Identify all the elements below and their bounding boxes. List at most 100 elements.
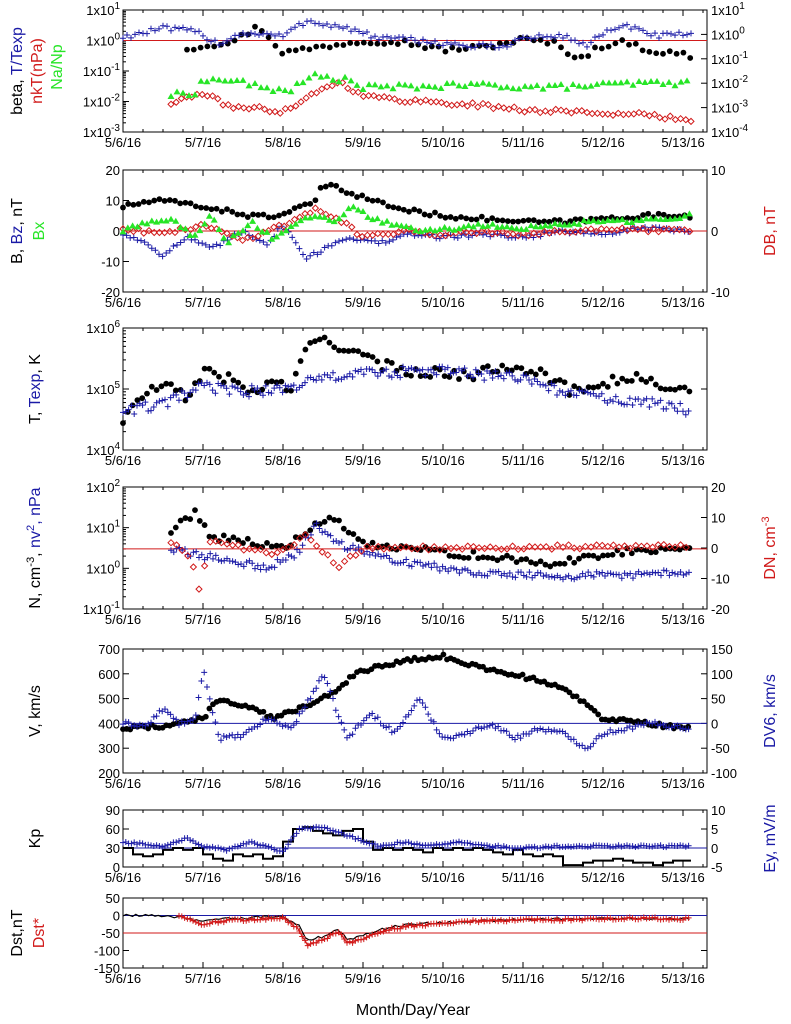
data-point [484,217,490,224]
y-axis-title-part-0: beta, [9,75,26,115]
data-point [386,723,392,730]
data-point [467,840,474,847]
data-point [462,228,470,237]
data-point [191,91,199,98]
data-point [508,224,516,231]
y-tick-label: 1x101 [86,519,120,536]
data-point [447,544,455,553]
data-point [164,841,171,848]
y2-tick-label: 1x10-3 [711,99,749,116]
data-point [235,561,242,568]
data-point [657,397,664,404]
data-point [248,838,255,845]
data-point [441,543,450,551]
data-point [433,371,440,378]
data-point [350,542,356,549]
data-point [629,915,636,922]
data-point [237,734,244,741]
data-point [657,215,665,222]
data-point [302,704,308,711]
data-point [385,203,392,210]
data-point [652,30,658,37]
data-point [168,381,174,388]
data-point [576,555,582,562]
y-axis-title: N, cm-3, nv2, nPa [25,487,44,608]
y2-tick-label: 10 [711,803,725,818]
x-tick-label: 5/9/16 [345,453,381,468]
data-point [270,214,277,221]
data-point [277,229,285,236]
y-tick-mantissa: 1x10 [86,3,114,18]
data-point [685,726,692,733]
data-point [264,30,270,37]
data-point [213,205,220,212]
data-point [331,344,338,351]
data-point [184,394,191,401]
data-point [318,548,326,556]
y-axis-title-part-2: , K [27,354,44,374]
data-point [539,85,547,92]
data-point [262,842,269,849]
y-tick-exponent: 1 [114,1,120,12]
data-point [217,242,224,249]
data-point [251,840,258,847]
data-point [189,563,198,571]
data-point [451,553,458,560]
data-point [450,735,457,742]
data-point [531,843,538,850]
data-point [542,543,550,551]
y-tick-label: 1x101 [86,1,120,18]
data-point [380,545,388,553]
data-point [655,569,662,576]
data-point [479,223,487,230]
data-point [559,543,567,551]
data-point [663,567,670,574]
data-point [291,554,298,561]
x-tick-label: 5/9/16 [345,135,381,150]
data-point [424,546,433,554]
data-point [532,35,538,42]
data-point [206,533,213,540]
data-point [682,411,689,418]
data-point [527,83,535,90]
data-point [296,927,303,934]
data-point [612,26,618,33]
data-point [150,843,157,850]
data-point [262,717,269,724]
data-point [347,77,355,84]
data-point [556,387,563,394]
y-tick-label: 1x10-2 [83,93,121,110]
data-point [645,210,652,217]
x-tick-label: 5/11/16 [502,776,544,791]
data-point [155,228,164,237]
data-point [561,560,568,567]
y-tick-label: 1x100 [86,32,120,49]
data-point [489,220,497,227]
data-point [556,377,563,383]
data-point [557,80,565,87]
data-point [215,556,222,563]
data-point [503,545,511,553]
y-axis-title: T, Texp, K [27,354,44,424]
data-point [372,931,378,938]
data-point [145,841,152,848]
data-point [172,217,180,224]
data-point [288,920,294,927]
data-point [442,100,451,108]
data-point [520,916,527,923]
data-point [178,546,186,555]
data-point [499,217,506,224]
data-point [456,47,462,53]
data-point [422,922,429,929]
data-point [514,732,521,739]
data-point [166,227,174,236]
data-point [372,715,378,722]
x-tick-label: 5/12/16 [581,612,624,627]
data-point [332,930,339,937]
data-point [218,737,224,744]
data-point [135,201,142,207]
data-point [467,228,476,237]
data-point [551,217,558,223]
data-point [371,81,379,88]
data-point [311,212,319,219]
